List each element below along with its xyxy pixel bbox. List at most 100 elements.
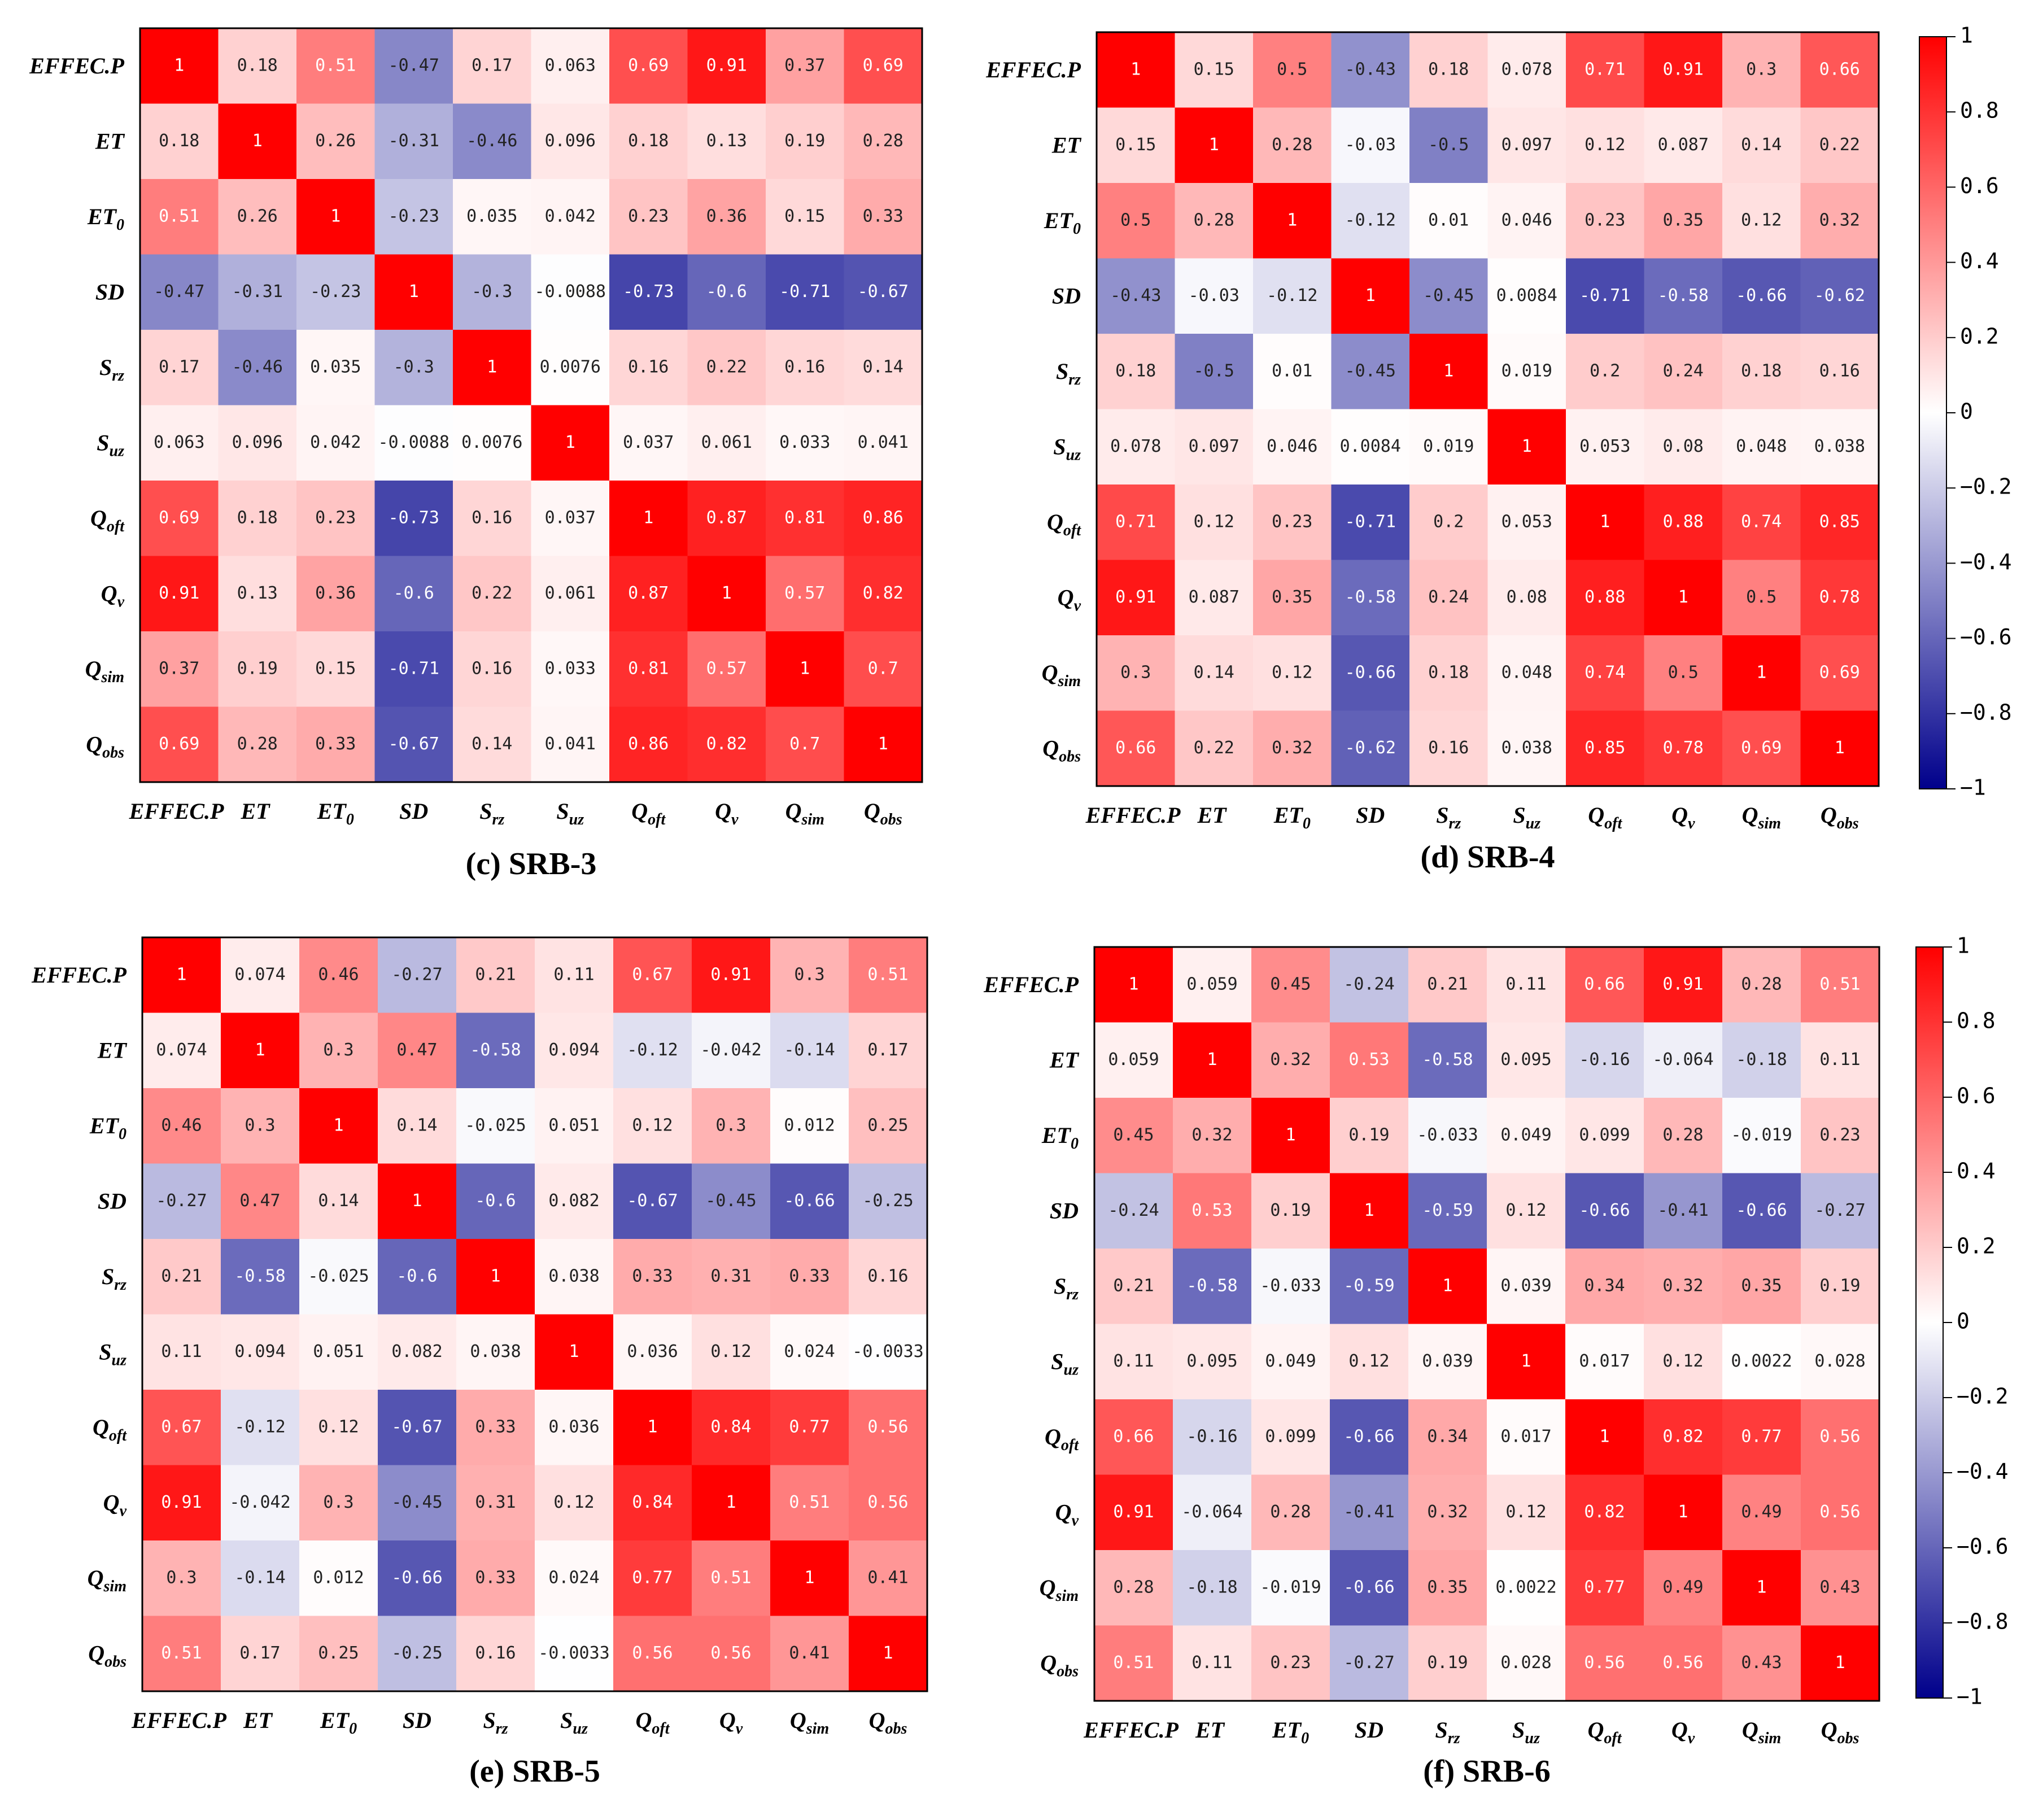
cell-value-label: -0.71 [1345,512,1396,531]
cell-value-label: 0.3 [794,964,824,984]
cell-value-label: 0.41 [867,1568,908,1587]
cell-value-label: 0.71 [1585,59,1625,79]
heatmap-cell [535,1465,614,1541]
heatmap-cell [687,28,766,104]
heatmap-cell [1330,1173,1409,1249]
heatmap-cell [374,481,453,557]
heatmap-cell [140,631,219,708]
cell-value-label: 0.012 [313,1568,364,1587]
heatmap-cell [1565,1625,1644,1701]
cell-value-label: 0.47 [239,1191,280,1211]
y-tick-label: Srz [1054,1273,1079,1303]
cell-value-label: 0.67 [161,1417,202,1437]
cell-value-label: -0.033 [1417,1125,1478,1145]
heatmap-cell [687,631,766,708]
cell-value-label: 0.5 [1277,59,1307,79]
heatmap-cell [453,103,532,180]
heatmap-frame [1093,946,1880,1702]
cell-value-label: 0.097 [1502,135,1552,155]
heatmap-cell [1722,1550,1801,1626]
cell-value-label: 0.14 [863,357,903,377]
heatmap-cell [687,706,766,783]
cell-value-label: 0.28 [1272,135,1312,155]
heatmap-cell [456,1314,535,1390]
heatmap-cell [1801,1098,1880,1174]
cell-value-label: 0.56 [1662,1653,1703,1673]
cell-value-label: 0.91 [710,964,751,984]
heatmap-cell [1801,1324,1880,1400]
colorbar-tick-label: −1 [1960,775,1986,800]
y-tick-label: SD [1050,1198,1079,1223]
heatmap-cell [140,405,219,481]
heatmap-cell [221,1314,300,1390]
heatmap-cell [378,1540,457,1617]
heatmap-cell [1644,947,1723,1023]
cell-value-label: 0.19 [1819,1276,1860,1295]
cell-value-label: 0.28 [1270,1502,1311,1522]
cell-value-label: 0.08 [1507,587,1547,607]
cell-value-label: 0.28 [1662,1125,1703,1145]
cell-value-label: 0.12 [1194,512,1234,531]
cell-value-label: 0.74 [1741,512,1782,531]
cell-value-label: 0.18 [1741,361,1782,381]
y-tick-label: ET [95,128,125,154]
heatmap-cell [142,1163,221,1239]
cell-value-label: 0.81 [628,658,669,678]
heatmap-cell [1800,560,1879,636]
cell-value-label: 0.74 [1585,662,1625,682]
heatmap-cell [1408,1098,1487,1174]
cell-value-label: 1 [412,1191,422,1211]
cell-value-label: 0.17 [867,1040,908,1060]
cell-value-label: 0.059 [1108,1050,1159,1070]
heatmap-cell [766,330,845,406]
heatmap-cell [531,330,610,406]
cell-value-label: 0.0022 [1495,1577,1556,1597]
heatmap-cell [1175,560,1254,636]
cell-value-label: 0.41 [789,1643,830,1663]
heatmap-cell [844,556,923,632]
heatmap-cell [1409,409,1489,485]
cell-value-label: -0.66 [1736,286,1787,305]
heatmap-cell [1801,1625,1880,1701]
cell-value-label: 0.5 [1746,587,1777,607]
x-tick-label: Srz [483,1708,508,1738]
x-tick-label: SD [403,1708,431,1733]
x-tick-label: EFFEC.P [129,798,224,824]
heatmap-cell [1487,1022,1566,1098]
heatmap-cell [849,1390,928,1466]
cell-value-label: -0.66 [1343,1577,1394,1597]
heatmap-cell [844,481,923,557]
cell-value-label: 0.23 [1272,512,1312,531]
cell-value-label: 0.45 [1270,974,1311,994]
cell-value-label: 0.11 [1191,1653,1232,1673]
heatmap-cell [531,254,610,330]
heatmap-cell [1722,1625,1801,1701]
heatmap-cell [1097,334,1176,410]
heatmap-cell [1566,32,1645,108]
heatmap-cell [1644,258,1723,334]
heatmap-cell [1722,1249,1801,1325]
cell-value-label: 0.66 [1113,1426,1154,1446]
cell-value-label: 0.23 [1819,1125,1860,1145]
heatmap-cell [1565,947,1644,1023]
cell-value-label: -0.31 [232,282,283,302]
heatmap-cell [849,1163,928,1239]
cell-value-label: 0.12 [1505,1201,1546,1220]
cell-value-label: 0.51 [789,1492,830,1512]
heatmap-cell [1253,334,1332,410]
heatmap-cell [1251,1249,1330,1325]
heatmap-cell [142,1616,221,1692]
y-tick-label: Qv [101,581,125,610]
cell-value-label: 0.81 [784,508,825,527]
cell-value-label: 0.69 [1819,662,1860,682]
y-tick-label: ET0 [89,1113,126,1143]
cell-value-label: 0.87 [628,583,669,603]
cell-value-label: 0.16 [867,1266,908,1286]
x-tick-label: ET0 [317,798,354,828]
x-tick-label: ET0 [1273,802,1311,832]
x-tick-label: Qv [1671,1717,1695,1747]
cell-value-label: 0.43 [1819,1577,1860,1597]
heatmap-cell [296,706,376,783]
x-tick-label: Qv [1671,802,1695,832]
heatmap-cell [218,254,297,330]
